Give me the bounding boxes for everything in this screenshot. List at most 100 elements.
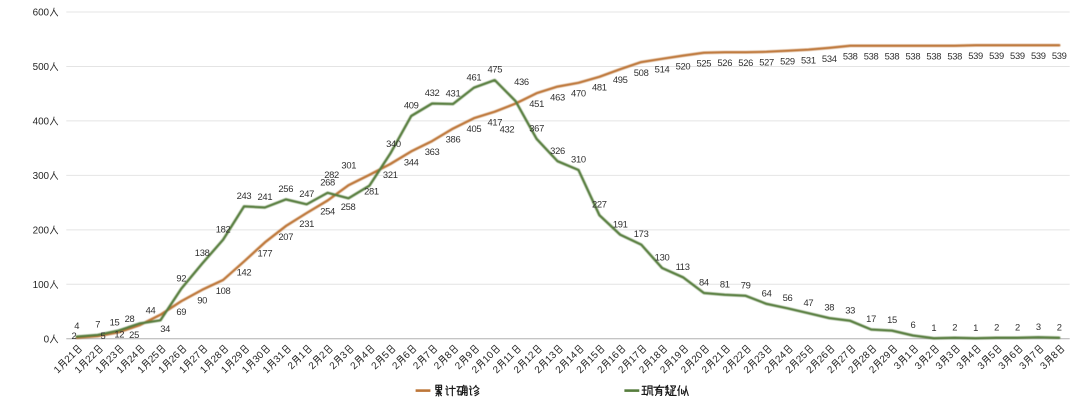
svg-text:7: 7 xyxy=(95,319,100,330)
svg-text:538: 538 xyxy=(843,51,858,62)
svg-text:64: 64 xyxy=(762,288,772,299)
svg-text:17: 17 xyxy=(866,313,876,324)
svg-text:28: 28 xyxy=(125,313,135,324)
svg-text:207: 207 xyxy=(278,231,293,242)
svg-text:432: 432 xyxy=(425,87,440,98)
svg-text:539: 539 xyxy=(989,50,1004,61)
svg-text:538: 538 xyxy=(864,51,879,62)
svg-text:539: 539 xyxy=(1010,50,1025,61)
svg-text:243: 243 xyxy=(237,190,252,201)
svg-text:5: 5 xyxy=(101,330,106,341)
svg-text:451: 451 xyxy=(529,98,544,109)
svg-text:92: 92 xyxy=(176,272,186,283)
svg-text:2: 2 xyxy=(994,321,999,332)
svg-text:405: 405 xyxy=(467,123,482,134)
svg-text:90: 90 xyxy=(197,295,207,306)
svg-text:69: 69 xyxy=(176,306,186,317)
svg-text:56: 56 xyxy=(783,292,793,303)
svg-text:461: 461 xyxy=(467,71,482,82)
svg-text:47: 47 xyxy=(803,297,813,308)
svg-text:258: 258 xyxy=(341,201,356,212)
svg-text:538: 538 xyxy=(926,51,941,62)
svg-text:15: 15 xyxy=(887,314,897,325)
svg-text:281: 281 xyxy=(364,185,379,196)
svg-text:247: 247 xyxy=(299,188,314,199)
svg-text:400: 400 xyxy=(33,117,50,128)
svg-text:539: 539 xyxy=(1031,50,1046,61)
svg-text:256: 256 xyxy=(278,183,293,194)
svg-text:100: 100 xyxy=(33,280,50,291)
svg-text:495: 495 xyxy=(613,74,628,85)
svg-text:508: 508 xyxy=(634,67,649,78)
svg-text:340: 340 xyxy=(386,138,401,149)
svg-text:191: 191 xyxy=(613,218,628,229)
svg-text:344: 344 xyxy=(404,156,419,167)
svg-text:475: 475 xyxy=(487,64,502,75)
svg-text:2: 2 xyxy=(1015,321,1020,332)
svg-text:300: 300 xyxy=(33,171,50,182)
svg-text:431: 431 xyxy=(446,88,461,99)
svg-text:268: 268 xyxy=(320,176,335,187)
svg-text:2: 2 xyxy=(952,321,957,332)
svg-text:182: 182 xyxy=(216,223,231,234)
svg-text:301: 301 xyxy=(341,159,356,170)
svg-text:326: 326 xyxy=(550,145,565,156)
svg-text:525: 525 xyxy=(696,58,711,69)
svg-text:463: 463 xyxy=(550,92,565,103)
svg-text:310: 310 xyxy=(571,154,586,165)
svg-text:526: 526 xyxy=(717,57,732,68)
svg-text:432: 432 xyxy=(500,123,515,134)
svg-text:514: 514 xyxy=(655,64,670,75)
svg-text:79: 79 xyxy=(741,279,751,290)
svg-text:81: 81 xyxy=(720,278,730,289)
svg-text:417: 417 xyxy=(487,117,502,128)
svg-text:1: 1 xyxy=(973,322,978,333)
svg-text:539: 539 xyxy=(1052,50,1067,61)
svg-text:227: 227 xyxy=(592,199,607,210)
svg-text:386: 386 xyxy=(446,133,461,144)
svg-text:108: 108 xyxy=(216,285,231,296)
svg-text:367: 367 xyxy=(529,122,544,133)
svg-text:539: 539 xyxy=(968,50,983,61)
svg-text:241: 241 xyxy=(258,191,273,202)
svg-text:481: 481 xyxy=(592,82,607,93)
svg-text:25: 25 xyxy=(129,329,139,340)
svg-text:321: 321 xyxy=(383,169,398,180)
svg-text:34: 34 xyxy=(160,323,170,334)
svg-text:138: 138 xyxy=(195,247,210,258)
svg-text:363: 363 xyxy=(425,146,440,157)
svg-text:12: 12 xyxy=(114,328,124,339)
svg-text:520: 520 xyxy=(676,60,691,71)
svg-text:527: 527 xyxy=(759,57,774,68)
svg-text:38: 38 xyxy=(824,302,834,313)
svg-text:142: 142 xyxy=(237,266,252,277)
svg-text:470: 470 xyxy=(571,88,586,99)
svg-text:2: 2 xyxy=(72,330,77,341)
svg-text:173: 173 xyxy=(634,228,649,239)
svg-text:409: 409 xyxy=(404,100,419,111)
svg-text:4: 4 xyxy=(74,320,79,331)
svg-text:6: 6 xyxy=(910,319,915,330)
svg-text:1: 1 xyxy=(931,322,936,333)
svg-text:231: 231 xyxy=(299,218,314,229)
svg-text:600: 600 xyxy=(33,8,50,19)
svg-text:538: 538 xyxy=(906,51,921,62)
svg-text:177: 177 xyxy=(258,247,273,258)
svg-text:130: 130 xyxy=(655,252,670,263)
svg-text:526: 526 xyxy=(738,57,753,68)
svg-text:282: 282 xyxy=(324,169,339,180)
svg-text:113: 113 xyxy=(676,261,690,272)
svg-text:529: 529 xyxy=(780,56,795,67)
svg-text:33: 33 xyxy=(845,304,855,315)
svg-text:538: 538 xyxy=(885,51,900,62)
svg-text:200: 200 xyxy=(33,225,50,236)
svg-text:0: 0 xyxy=(44,334,50,345)
svg-text:538: 538 xyxy=(947,51,962,62)
svg-text:44: 44 xyxy=(146,304,156,315)
svg-text:531: 531 xyxy=(801,54,816,65)
svg-text:436: 436 xyxy=(514,76,529,87)
svg-text:3: 3 xyxy=(1036,321,1041,332)
svg-text:15: 15 xyxy=(110,317,120,328)
svg-text:254: 254 xyxy=(320,205,335,216)
svg-text:500: 500 xyxy=(33,62,50,73)
